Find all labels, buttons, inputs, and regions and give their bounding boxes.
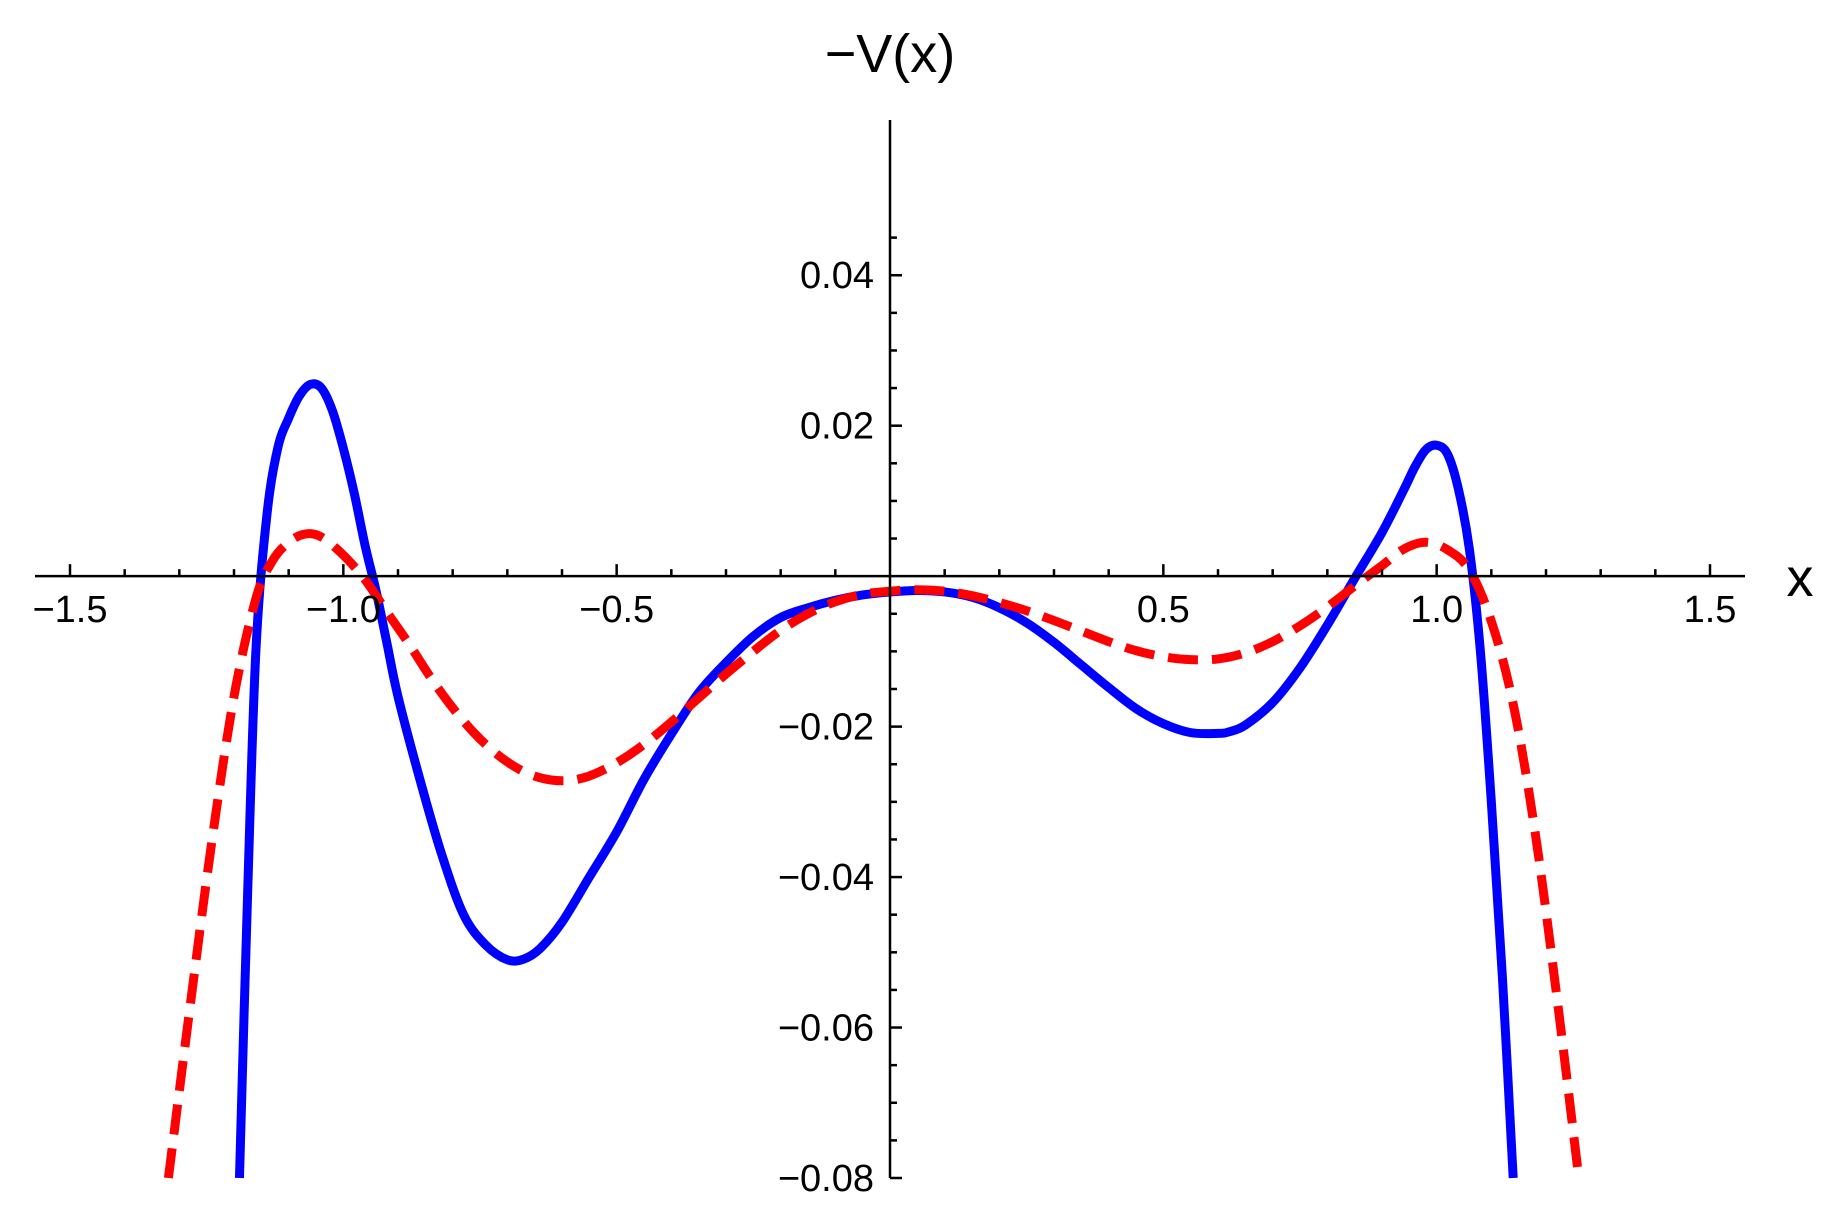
x-tick-label: 1.0 [1410,589,1463,631]
y-tick-label: 0.04 [800,255,874,297]
axes-layer [35,120,1745,1178]
y-tick-label: −0.06 [778,1008,874,1050]
y-tick-label: −0.08 [778,1158,874,1200]
y-tick-label: −0.04 [778,857,874,899]
y-tick-label: 0.02 [800,406,874,448]
x-tick-label: 1.5 [1684,589,1737,631]
ticks-layer: −1.5 −1.0 −0.5 0.5 1.0 1.5 0.04 0.02 −0.02 −0.04 −… [32,236,1737,1200]
series-layer [163,379,1584,1179]
y-tick-label: −0.02 [778,707,874,749]
x-tick-label: −1.0 [306,589,381,631]
y-axis-title: −V(x) [825,24,956,84]
x-axis-title: x [1787,548,1814,608]
x-tick-label: −1.5 [32,589,107,631]
x-tick-label: 0.5 [1137,589,1190,631]
x-tick-label: −0.5 [579,589,654,631]
series-line-solid-blue [234,379,1518,1179]
series-line-dashed-red [163,529,1584,1179]
